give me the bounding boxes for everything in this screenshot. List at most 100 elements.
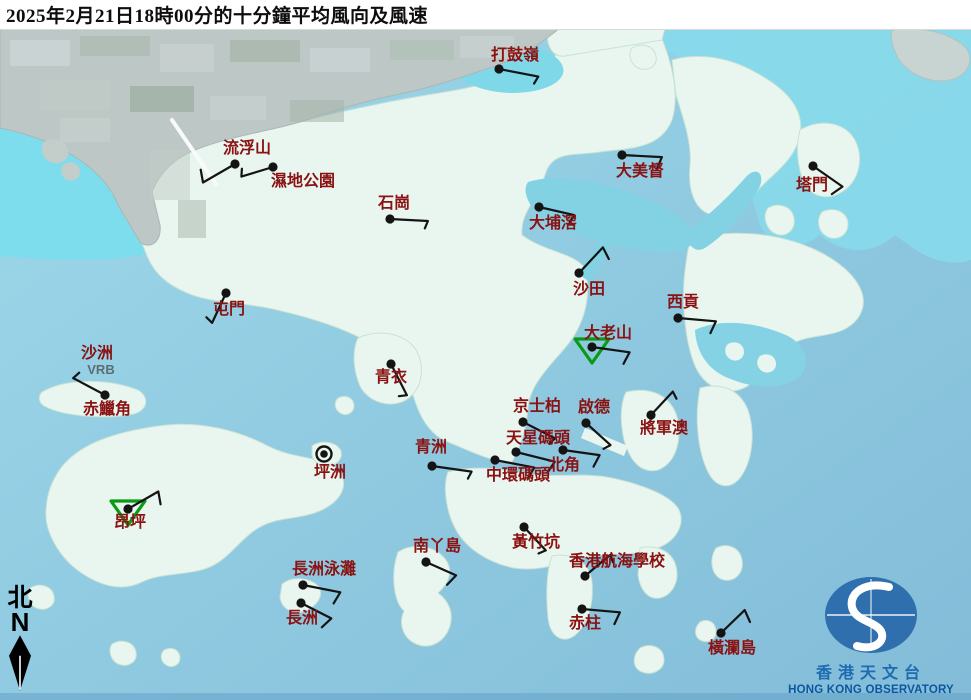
corner-island [890, 28, 971, 82]
wind-barb [388, 217, 429, 230]
station-lau-fau-shan: 流浮山 [199, 138, 271, 184]
wind-barb [301, 583, 342, 605]
wind-barb [497, 67, 540, 85]
station-label: 青洲 [415, 437, 447, 456]
wind-barb [676, 316, 717, 335]
station-kings-park: 京士柏 [513, 396, 561, 445]
station-tap-mun: 塔門 [796, 161, 844, 196]
hko-logo-icon [825, 577, 917, 653]
wind-barb [72, 371, 107, 397]
station-label: 中環碼頭 [486, 465, 551, 484]
station-label: 赤鱲角 [83, 399, 131, 418]
lantau-island [45, 423, 344, 588]
tolo-channel [687, 171, 762, 250]
station-sai-kung: 西貢 [667, 293, 717, 335]
station-label: 石崗 [377, 193, 410, 212]
wind-barb [590, 345, 631, 365]
wind-barb [577, 246, 610, 275]
station-wetland-park: 濕地公園 [240, 162, 335, 190]
north-label-letter: N [10, 607, 30, 637]
wind-barb [649, 390, 678, 417]
station-shek-kong: 石崗 [377, 193, 429, 230]
wind-barb [811, 164, 844, 196]
station-label: 黃竹坑 [511, 532, 560, 551]
station-label: 西貢 [667, 293, 699, 311]
clear-water-bay-peninsula [696, 385, 753, 487]
station-central-pier: 中環碼頭 [486, 455, 551, 484]
north-label-chinese: 北 [7, 585, 33, 612]
station-label: 長洲 [286, 609, 318, 627]
station-kai-tak: 啟德 [578, 397, 612, 450]
station-label: 赤柱 [569, 613, 601, 632]
station-label: 濕地公園 [271, 171, 335, 190]
wind-barb [583, 553, 615, 578]
wind-barb [514, 450, 556, 474]
bottom-strip [0, 693, 971, 700]
north-arrow-icon [9, 635, 31, 692]
gust-triangle-icon [573, 337, 611, 365]
station-label: 天星碼頭 [506, 429, 571, 447]
station-tai-po-kau: 大埔滘 [529, 202, 577, 232]
station-label: 南丫島 [413, 536, 461, 555]
station-peng-chau: 坪洲 [314, 445, 346, 481]
hko-logo: 香港天文台 HONG KONG OBSERVATORY [771, 575, 971, 696]
station-label: 沙洲 [81, 344, 113, 362]
wind-barb [389, 362, 408, 398]
wind-barb [521, 420, 557, 445]
shenzhen-bay-bridge [170, 118, 218, 186]
station-tsing-yi: 青衣 [375, 359, 408, 398]
station-label: 長洲泳灘 [292, 559, 356, 578]
station-waglan-island: 橫瀾島 [708, 609, 756, 657]
station-label: 大美督 [616, 161, 664, 180]
airport-island [38, 380, 147, 418]
station-cheung-chau-beach: 長洲泳灘 [292, 559, 356, 605]
shenzhen-urban [0, 27, 971, 246]
station-label: 屯門 [213, 299, 245, 318]
station-tuen-mun: 屯門 [205, 288, 245, 324]
station-tai-mei-tuk: 大美督 [616, 150, 664, 180]
station-tates-cairn: 大老山 [573, 323, 632, 365]
station-label: 塔門 [796, 175, 828, 194]
station-label: 香港航海學校 [568, 551, 666, 570]
station-label: 大埔滘 [529, 213, 577, 232]
wind-barb [424, 560, 458, 586]
station-label: 大老山 [584, 323, 632, 342]
station-label: 北角 [548, 455, 580, 474]
station-cheung-chau: 長洲 [286, 598, 333, 629]
wind-barb [522, 525, 547, 555]
station-sub-label: VRB [87, 362, 114, 377]
station-label: 流浮山 [223, 138, 271, 157]
map-title: 2025年2月21日18時00分的十分鐘平均風向及風速 [6, 6, 429, 27]
tsing-yi-island [353, 332, 422, 405]
wind-barb [240, 165, 275, 178]
station-sha-tin: 沙田 [573, 246, 610, 298]
wind-barb [493, 458, 536, 480]
tseung-kwan-o-land [620, 389, 680, 472]
wind-barb [299, 601, 333, 629]
wind-barb [719, 609, 752, 635]
station-label: 坪洲 [314, 463, 346, 481]
station-label: 青衣 [375, 367, 407, 386]
wind-barb [561, 448, 601, 468]
gust-triangle-icon [109, 499, 147, 527]
station-label: 京士柏 [513, 396, 561, 415]
station-wong-chuk-hang: 黃竹坑 [511, 522, 560, 555]
lamma-island-land [393, 545, 452, 647]
station-dot [320, 450, 328, 458]
station-label: 昂坪 [114, 513, 146, 531]
station-green-island: 青洲 [415, 437, 473, 480]
wind-barb [199, 162, 237, 184]
wind-barb [537, 205, 576, 223]
tap-mun-island [797, 122, 861, 198]
station-label: 沙田 [573, 280, 605, 298]
hko-logo-chinese: 香港天文台 [815, 665, 926, 682]
station-label: 橫瀾島 [708, 638, 756, 657]
wind-barb [205, 291, 228, 324]
station-tseung-kwan-o: 將軍澳 [640, 390, 689, 437]
station-label: 啟德 [578, 397, 610, 416]
station-hk-sea-school: 香港航海學校 [568, 551, 666, 581]
